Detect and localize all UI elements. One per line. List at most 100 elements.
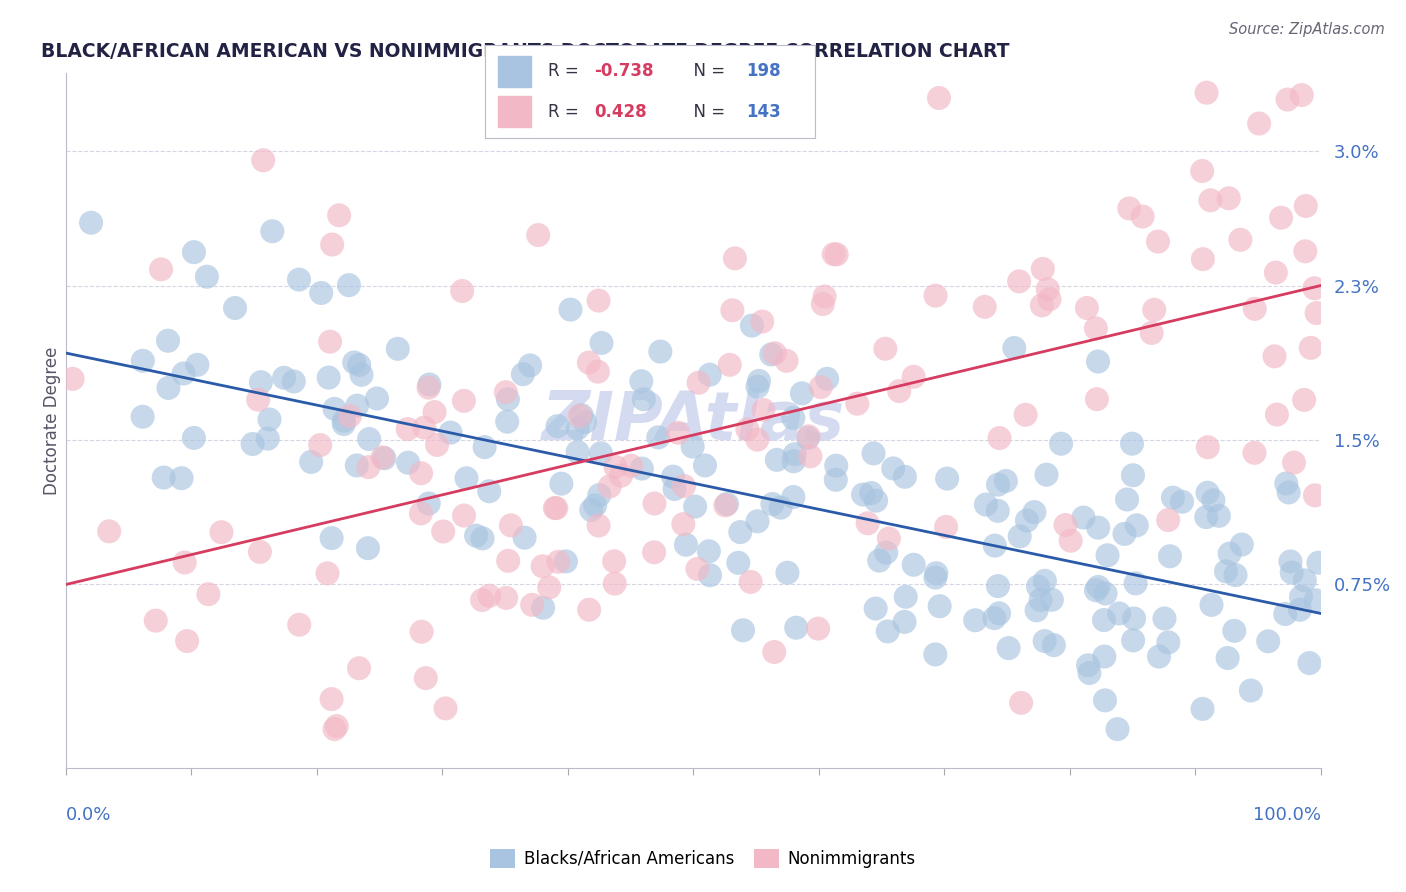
Point — [357, 541, 380, 556]
Point — [730, 525, 752, 540]
Point — [721, 303, 744, 318]
Point — [259, 412, 281, 426]
Point — [856, 516, 879, 531]
Point — [1010, 696, 1032, 710]
Point — [675, 538, 697, 552]
Point — [1299, 341, 1322, 355]
Point — [350, 368, 373, 382]
Point — [727, 556, 749, 570]
Point — [588, 518, 610, 533]
Point — [1123, 611, 1146, 625]
Point — [195, 269, 218, 284]
Point — [769, 500, 792, 515]
Point — [309, 285, 332, 300]
Point — [1305, 593, 1327, 607]
Point — [531, 559, 554, 574]
Point — [1015, 514, 1038, 528]
Point — [588, 488, 610, 502]
Point — [928, 91, 950, 105]
Point — [682, 440, 704, 454]
Point — [451, 284, 474, 298]
Point — [547, 555, 569, 569]
Bar — [498, 96, 531, 127]
Point — [699, 568, 721, 582]
Point — [1025, 603, 1047, 617]
Point — [1008, 274, 1031, 288]
Point — [453, 393, 475, 408]
Point — [318, 370, 340, 384]
Point — [250, 375, 273, 389]
Point — [936, 472, 959, 486]
Point — [1147, 649, 1170, 664]
Point — [697, 544, 720, 558]
Point — [1308, 556, 1330, 570]
Point — [1278, 485, 1301, 500]
Point — [432, 524, 454, 539]
Point — [578, 355, 600, 369]
Point — [741, 318, 763, 333]
Point — [747, 514, 769, 528]
Point — [396, 456, 419, 470]
Point — [156, 334, 179, 348]
Point — [1073, 510, 1095, 524]
Point — [1033, 634, 1056, 648]
Point — [373, 451, 395, 466]
Point — [1122, 633, 1144, 648]
Text: 143: 143 — [747, 103, 780, 121]
Point — [209, 525, 232, 540]
Point — [1270, 211, 1292, 225]
Point — [152, 470, 174, 484]
Point — [478, 589, 501, 603]
Text: -0.738: -0.738 — [595, 62, 654, 79]
Point — [1289, 603, 1312, 617]
Point — [810, 380, 832, 394]
Point — [1298, 656, 1320, 670]
Point — [273, 371, 295, 385]
Point — [560, 302, 582, 317]
Point — [588, 293, 610, 308]
Point — [603, 576, 626, 591]
Text: BLACK/AFRICAN AMERICAN VS NONIMMIGRANTS DOCTORATE DEGREE CORRELATION CHART: BLACK/AFRICAN AMERICAN VS NONIMMIGRANTS … — [41, 42, 1010, 61]
Point — [1199, 194, 1222, 208]
Point — [994, 474, 1017, 488]
Point — [591, 335, 613, 350]
Point — [1219, 547, 1241, 561]
Point — [439, 425, 461, 440]
Point — [865, 601, 887, 615]
Point — [309, 438, 332, 452]
Point — [1229, 233, 1251, 247]
Point — [1201, 598, 1223, 612]
Point — [1291, 88, 1313, 103]
Point — [1195, 86, 1218, 100]
Point — [603, 554, 626, 568]
Point — [80, 216, 103, 230]
Point — [620, 458, 643, 473]
Point — [316, 566, 339, 581]
Point — [693, 458, 716, 473]
Point — [718, 358, 741, 372]
Point — [495, 385, 517, 400]
Point — [865, 493, 887, 508]
Point — [997, 641, 1019, 656]
Point — [581, 503, 603, 517]
Point — [1121, 436, 1143, 450]
Point — [763, 346, 786, 360]
Point — [1033, 574, 1056, 588]
Point — [973, 300, 995, 314]
Point — [346, 399, 368, 413]
Text: N =: N = — [683, 103, 731, 121]
Point — [716, 497, 738, 511]
Point — [150, 262, 173, 277]
Point — [1032, 261, 1054, 276]
Point — [815, 372, 838, 386]
Point — [610, 468, 633, 483]
Point — [644, 496, 666, 510]
Point — [1143, 302, 1166, 317]
Point — [1171, 494, 1194, 508]
Point — [418, 381, 440, 395]
Point — [183, 431, 205, 445]
Point — [571, 409, 593, 423]
Point — [453, 508, 475, 523]
Point — [583, 499, 606, 513]
Point — [1008, 529, 1031, 543]
